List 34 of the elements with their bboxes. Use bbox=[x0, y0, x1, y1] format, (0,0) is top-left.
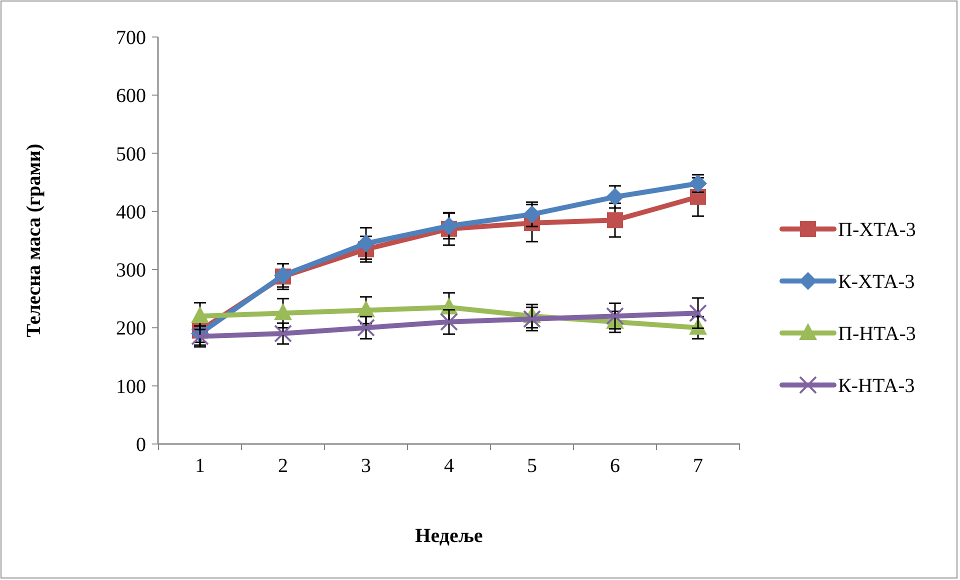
y-tick-label: 500 bbox=[116, 143, 146, 166]
x-axis-title: Недеље bbox=[415, 525, 483, 547]
y-tick-label: 0 bbox=[136, 434, 146, 456]
point bbox=[357, 234, 375, 252]
point bbox=[523, 310, 541, 328]
point bbox=[274, 303, 292, 320]
x-tick-label: 7 bbox=[693, 455, 703, 477]
x-tick-label: 4 bbox=[444, 455, 454, 477]
y-tick-label: 100 bbox=[116, 376, 146, 398]
legend-label: К-НТА-3 bbox=[838, 375, 915, 397]
y-tick-label: 300 bbox=[116, 260, 146, 282]
y-tick-label: 700 bbox=[116, 27, 146, 49]
point bbox=[440, 312, 458, 331]
point bbox=[523, 205, 541, 224]
y-tick-label: 200 bbox=[116, 318, 146, 340]
point bbox=[440, 216, 458, 235]
point bbox=[606, 307, 624, 326]
x-tick-label: 2 bbox=[278, 455, 288, 477]
point bbox=[357, 318, 375, 337]
point bbox=[606, 188, 624, 206]
point bbox=[607, 212, 623, 228]
x-tick-label: 3 bbox=[361, 455, 371, 477]
x-tick-label: 1 bbox=[195, 455, 205, 477]
legend-label: П-ХТА-3 bbox=[838, 219, 916, 241]
point bbox=[689, 304, 707, 322]
legend-label: К-ХТА-3 bbox=[838, 271, 915, 293]
y-axis-title: Телесна маса (грами) bbox=[23, 144, 45, 338]
y-tick-label: 400 bbox=[116, 201, 146, 224]
x-tick-label: 5 bbox=[527, 455, 537, 477]
x-tick-label: 6 bbox=[610, 455, 620, 477]
point bbox=[191, 306, 209, 324]
point bbox=[274, 324, 292, 343]
y-tick-label: 600 bbox=[116, 85, 146, 108]
legend-label: П-НТА-3 bbox=[838, 323, 916, 345]
